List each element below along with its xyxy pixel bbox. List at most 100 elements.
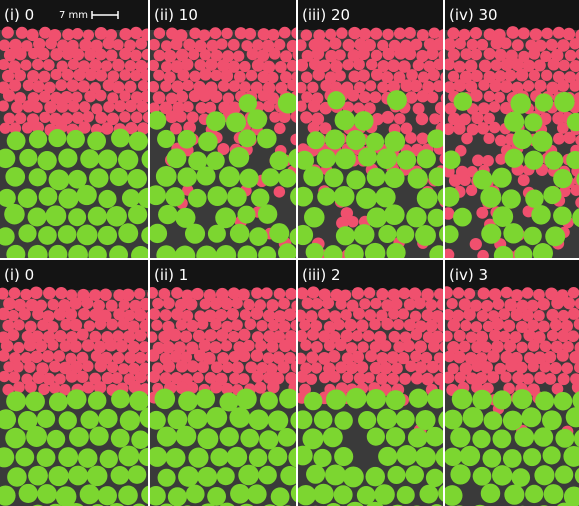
small-particle xyxy=(492,318,505,331)
small-particle xyxy=(256,320,267,331)
small-particle xyxy=(476,207,488,219)
large-particle xyxy=(313,484,333,504)
small-particle xyxy=(557,122,569,134)
small-particle xyxy=(176,91,188,103)
small-particle xyxy=(261,287,273,299)
large-particle xyxy=(28,207,47,226)
small-particle xyxy=(391,298,403,310)
panel-label: (ii) 10 xyxy=(154,6,198,24)
large-particle xyxy=(554,92,574,112)
small-particle xyxy=(251,349,263,361)
small-particle xyxy=(538,321,550,333)
small-particle xyxy=(494,92,505,103)
large-particle xyxy=(46,205,67,226)
small-particle xyxy=(470,238,482,250)
small-particle xyxy=(347,90,359,102)
large-particle xyxy=(346,388,367,409)
large-particle xyxy=(314,410,332,428)
small-particle xyxy=(148,60,159,71)
small-particle xyxy=(231,361,244,374)
small-particle xyxy=(389,331,401,343)
large-particle xyxy=(387,90,407,110)
small-particle xyxy=(484,48,496,60)
small-particle xyxy=(443,58,455,70)
large-particle xyxy=(178,130,197,149)
small-particle xyxy=(356,361,368,373)
large-particle xyxy=(278,169,297,188)
small-particle xyxy=(72,28,83,39)
small-particle xyxy=(14,48,27,61)
small-particle xyxy=(414,297,426,309)
small-particle xyxy=(3,90,15,102)
small-particle xyxy=(371,69,383,81)
small-particle xyxy=(65,308,77,320)
large-particle xyxy=(313,449,331,467)
small-particle xyxy=(382,111,395,124)
large-particle xyxy=(378,225,396,243)
small-particle xyxy=(84,90,96,102)
small-particle xyxy=(503,320,515,332)
small-particle xyxy=(82,381,94,393)
large-particle xyxy=(511,468,530,487)
large-particle xyxy=(535,93,553,111)
small-particle xyxy=(246,70,257,81)
small-particle xyxy=(300,339,311,350)
large-particle xyxy=(120,410,140,430)
small-particle xyxy=(130,70,141,81)
small-particle xyxy=(154,27,165,38)
small-particle xyxy=(24,361,36,373)
small-particle xyxy=(483,133,494,144)
large-particle xyxy=(15,448,34,467)
large-particle xyxy=(441,225,459,243)
large-particle xyxy=(473,467,492,486)
small-particle xyxy=(122,289,135,302)
large-particle xyxy=(257,129,277,149)
large-particle xyxy=(247,109,267,129)
large-particle xyxy=(176,426,197,447)
large-particle xyxy=(384,204,405,225)
small-particle xyxy=(101,122,113,134)
large-particle xyxy=(122,189,140,207)
large-particle xyxy=(450,464,470,484)
small-particle xyxy=(164,50,177,63)
small-particle xyxy=(285,288,297,300)
large-particle xyxy=(100,450,118,468)
small-particle xyxy=(352,330,363,341)
small-particle xyxy=(60,340,72,352)
large-particle xyxy=(304,207,325,228)
small-particle xyxy=(344,319,357,332)
small-particle xyxy=(107,362,119,374)
small-particle xyxy=(387,59,400,72)
large-particle xyxy=(111,129,130,148)
large-particle xyxy=(260,392,278,410)
small-particle xyxy=(163,297,175,309)
large-particle xyxy=(429,167,448,186)
small-particle xyxy=(381,318,393,330)
large-particle xyxy=(80,149,99,168)
large-particle xyxy=(513,129,533,149)
small-particle xyxy=(13,319,24,330)
small-particle xyxy=(336,299,347,310)
large-particle xyxy=(87,132,106,151)
small-particle xyxy=(151,320,162,331)
small-particle xyxy=(138,80,149,91)
small-particle xyxy=(32,80,44,92)
small-particle xyxy=(267,72,278,83)
large-particle xyxy=(303,166,323,186)
small-particle xyxy=(454,330,466,342)
small-particle xyxy=(148,371,160,383)
small-particle xyxy=(501,287,513,299)
large-particle xyxy=(188,189,207,208)
large-particle xyxy=(28,466,48,486)
large-particle xyxy=(334,411,352,429)
large-particle xyxy=(48,129,66,147)
large-particle xyxy=(38,226,57,245)
small-particle xyxy=(421,373,434,386)
small-particle xyxy=(405,132,417,144)
large-particle xyxy=(384,168,404,188)
small-particle xyxy=(209,341,221,353)
small-particle xyxy=(398,308,409,319)
small-particle xyxy=(295,39,307,51)
large-particle xyxy=(197,428,218,449)
small-particle xyxy=(442,331,453,342)
